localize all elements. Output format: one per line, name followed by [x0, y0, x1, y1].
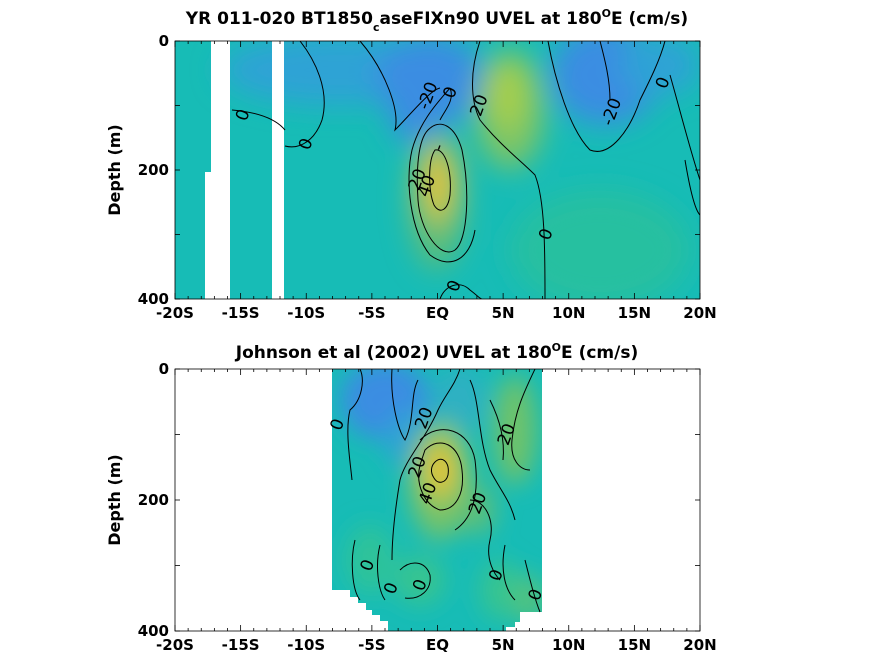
missing-data-observations-right	[506, 612, 542, 631]
y-axis-label-observations: Depth (m)	[105, 454, 124, 546]
title-model-subscript: c	[373, 21, 380, 34]
velocity-field-observations	[340, 369, 542, 625]
x-tick-label: -15S	[222, 636, 260, 654]
x-tick-label: 15N	[618, 636, 651, 654]
y-tick-label: 0	[159, 360, 169, 378]
x-tick-label: 15N	[618, 304, 651, 322]
y-tick-label: 0	[159, 32, 169, 50]
x-tick-label: 5N	[492, 304, 515, 322]
x-tick-label: -15S	[222, 304, 260, 322]
axis-ticks-model: -20S -15S -10S -5S EQ 5N 10N 15N 20N 0 200 400	[138, 32, 717, 322]
y-axis-label-model: Depth (m)	[105, 124, 124, 216]
panel-observations: Johnson et al (2002) UVEL at 180OE (cm/s…	[105, 341, 717, 654]
plot-area-model	[175, 41, 700, 299]
chart-title-observations: Johnson et al (2002) UVEL at 180OE (cm/s…	[235, 341, 638, 363]
title-obs-text: Johnson et al (2002) UVEL at 180	[235, 343, 552, 363]
x-tick-label: -10S	[287, 304, 325, 322]
plot-area-observations	[332, 369, 542, 631]
x-tick-label: EQ	[426, 636, 449, 654]
x-tick-label: EQ	[426, 304, 449, 322]
title-model-text-2: aseFIXn90 UVEL at 180	[379, 9, 601, 29]
missing-data-observations-left	[332, 590, 388, 631]
x-tick-label: 20N	[683, 636, 716, 654]
contour-lines-model	[231, 41, 700, 299]
title-obs-text-2: E (cm/s)	[561, 343, 638, 363]
y-tick-label: 200	[138, 491, 169, 509]
x-tick-label: 20N	[683, 304, 716, 322]
x-tick-label: 10N	[552, 636, 585, 654]
x-tick-label: 10N	[552, 304, 585, 322]
title-model-text: YR 011-020 BT1850	[185, 9, 373, 29]
title-model-text-3: E (cm/s)	[611, 9, 688, 29]
y-tick-label: 200	[138, 161, 169, 179]
x-tick-label: -20S	[156, 636, 194, 654]
panel-model: YR 011-020 BT1850caseFIXn90 UVEL at 180O…	[105, 7, 717, 322]
x-tick-label: -20S	[156, 304, 194, 322]
x-tick-label: -5S	[358, 636, 385, 654]
chart-title-model: YR 011-020 BT1850caseFIXn90 UVEL at 180O…	[185, 7, 688, 34]
title-obs-superscript: O	[552, 341, 561, 354]
x-tick-label: 5N	[492, 636, 515, 654]
x-tick-label: -5S	[358, 304, 385, 322]
y-tick-label: 400	[138, 622, 169, 640]
axis-ticks-observations: -20S -15S -10S -5S EQ 5N 10N 15N 20N 0 200 400	[138, 360, 717, 654]
missing-data-model	[205, 41, 284, 299]
y-tick-label: 400	[138, 290, 169, 308]
x-tick-label: -10S	[287, 636, 325, 654]
title-model-superscript: O	[602, 7, 611, 20]
contour-lines-observations	[347, 369, 541, 613]
